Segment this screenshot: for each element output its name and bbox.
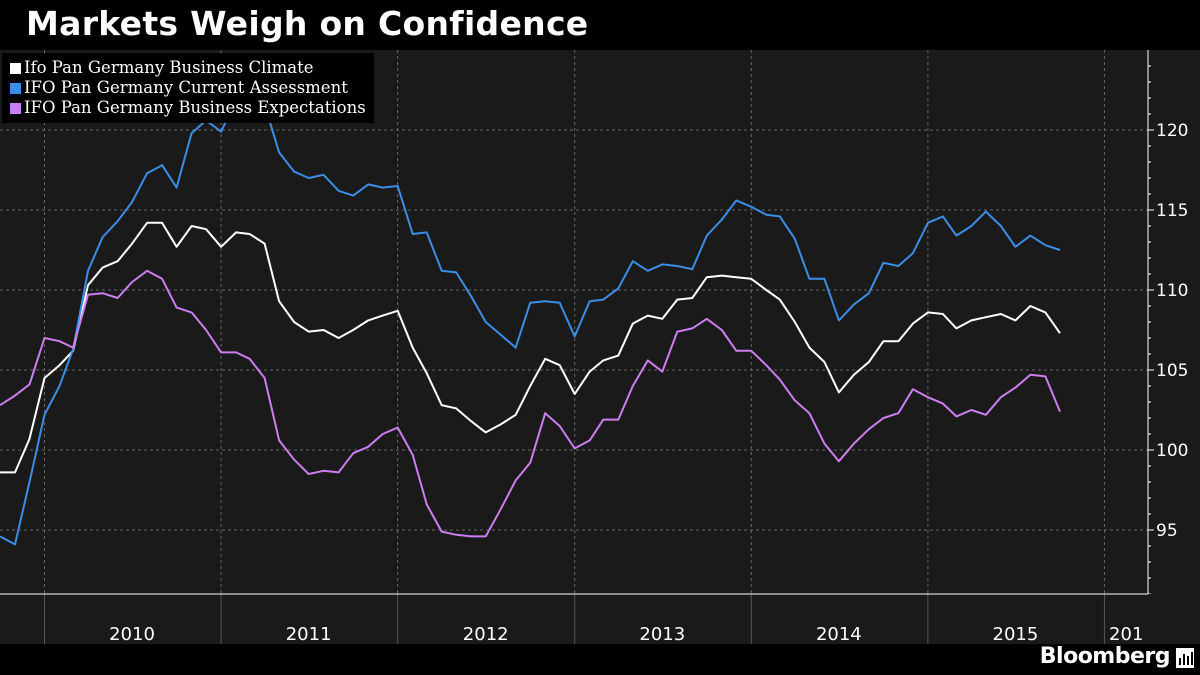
x-tick-label: 2010 xyxy=(109,624,155,645)
x-axis-band xyxy=(0,594,1200,644)
y-tick-label: 105 xyxy=(1156,361,1188,381)
gridlines xyxy=(0,129,1148,531)
plot-background xyxy=(0,50,1200,594)
bloomberg-terminal-icon xyxy=(1176,648,1194,668)
x-tick-label: 2013 xyxy=(639,624,685,645)
x-tick-label: 2015 xyxy=(993,624,1039,645)
series-lines xyxy=(0,87,1061,546)
year-dividers xyxy=(44,50,1105,594)
legend-swatch-expectations xyxy=(10,102,21,114)
legend-label-expectations: IFO Pan Germany Business Expectations xyxy=(24,98,366,117)
y-tick-label: 110 xyxy=(1156,281,1188,301)
legend-swatch-climate xyxy=(10,62,21,74)
legend-label-climate: Ifo Pan Germany Business Climate xyxy=(24,58,314,77)
series-line-2 xyxy=(0,269,1061,538)
chart-title: Markets Weigh on Confidence xyxy=(26,4,589,43)
legend-item-climate: Ifo Pan Germany Business Climate xyxy=(10,58,366,78)
y-tick-label: 95 xyxy=(1156,521,1178,541)
legend-swatch-current-assessment xyxy=(10,82,21,94)
legend-item-current-assessment: IFO Pan Germany Current Assessment xyxy=(10,78,366,98)
y-tick-label: 100 xyxy=(1156,441,1188,461)
x-tick-label: 2012 xyxy=(463,624,509,645)
x-tick-label: 2011 xyxy=(286,624,332,645)
y-axis: 95 100 105 110 115 120 xyxy=(1147,50,1188,595)
x-tick-label: 201 xyxy=(1109,624,1143,645)
bloomberg-logo: Bloomberg xyxy=(1039,644,1171,669)
series-line-1 xyxy=(0,87,1061,546)
legend-item-expectations: IFO Pan Germany Business Expectations xyxy=(10,98,366,118)
legend-label-current-assessment: IFO Pan Germany Current Assessment xyxy=(24,78,348,97)
legend: Ifo Pan Germany Business Climate IFO Pan… xyxy=(2,53,374,123)
series-line-0 xyxy=(0,221,1061,474)
x-axis: 2010 2011 2012 2013 2014 2015 201 xyxy=(0,593,1200,645)
x-tick-label: 2014 xyxy=(816,624,862,645)
y-tick-label: 120 xyxy=(1156,121,1188,141)
y-tick-label: 115 xyxy=(1156,201,1188,221)
